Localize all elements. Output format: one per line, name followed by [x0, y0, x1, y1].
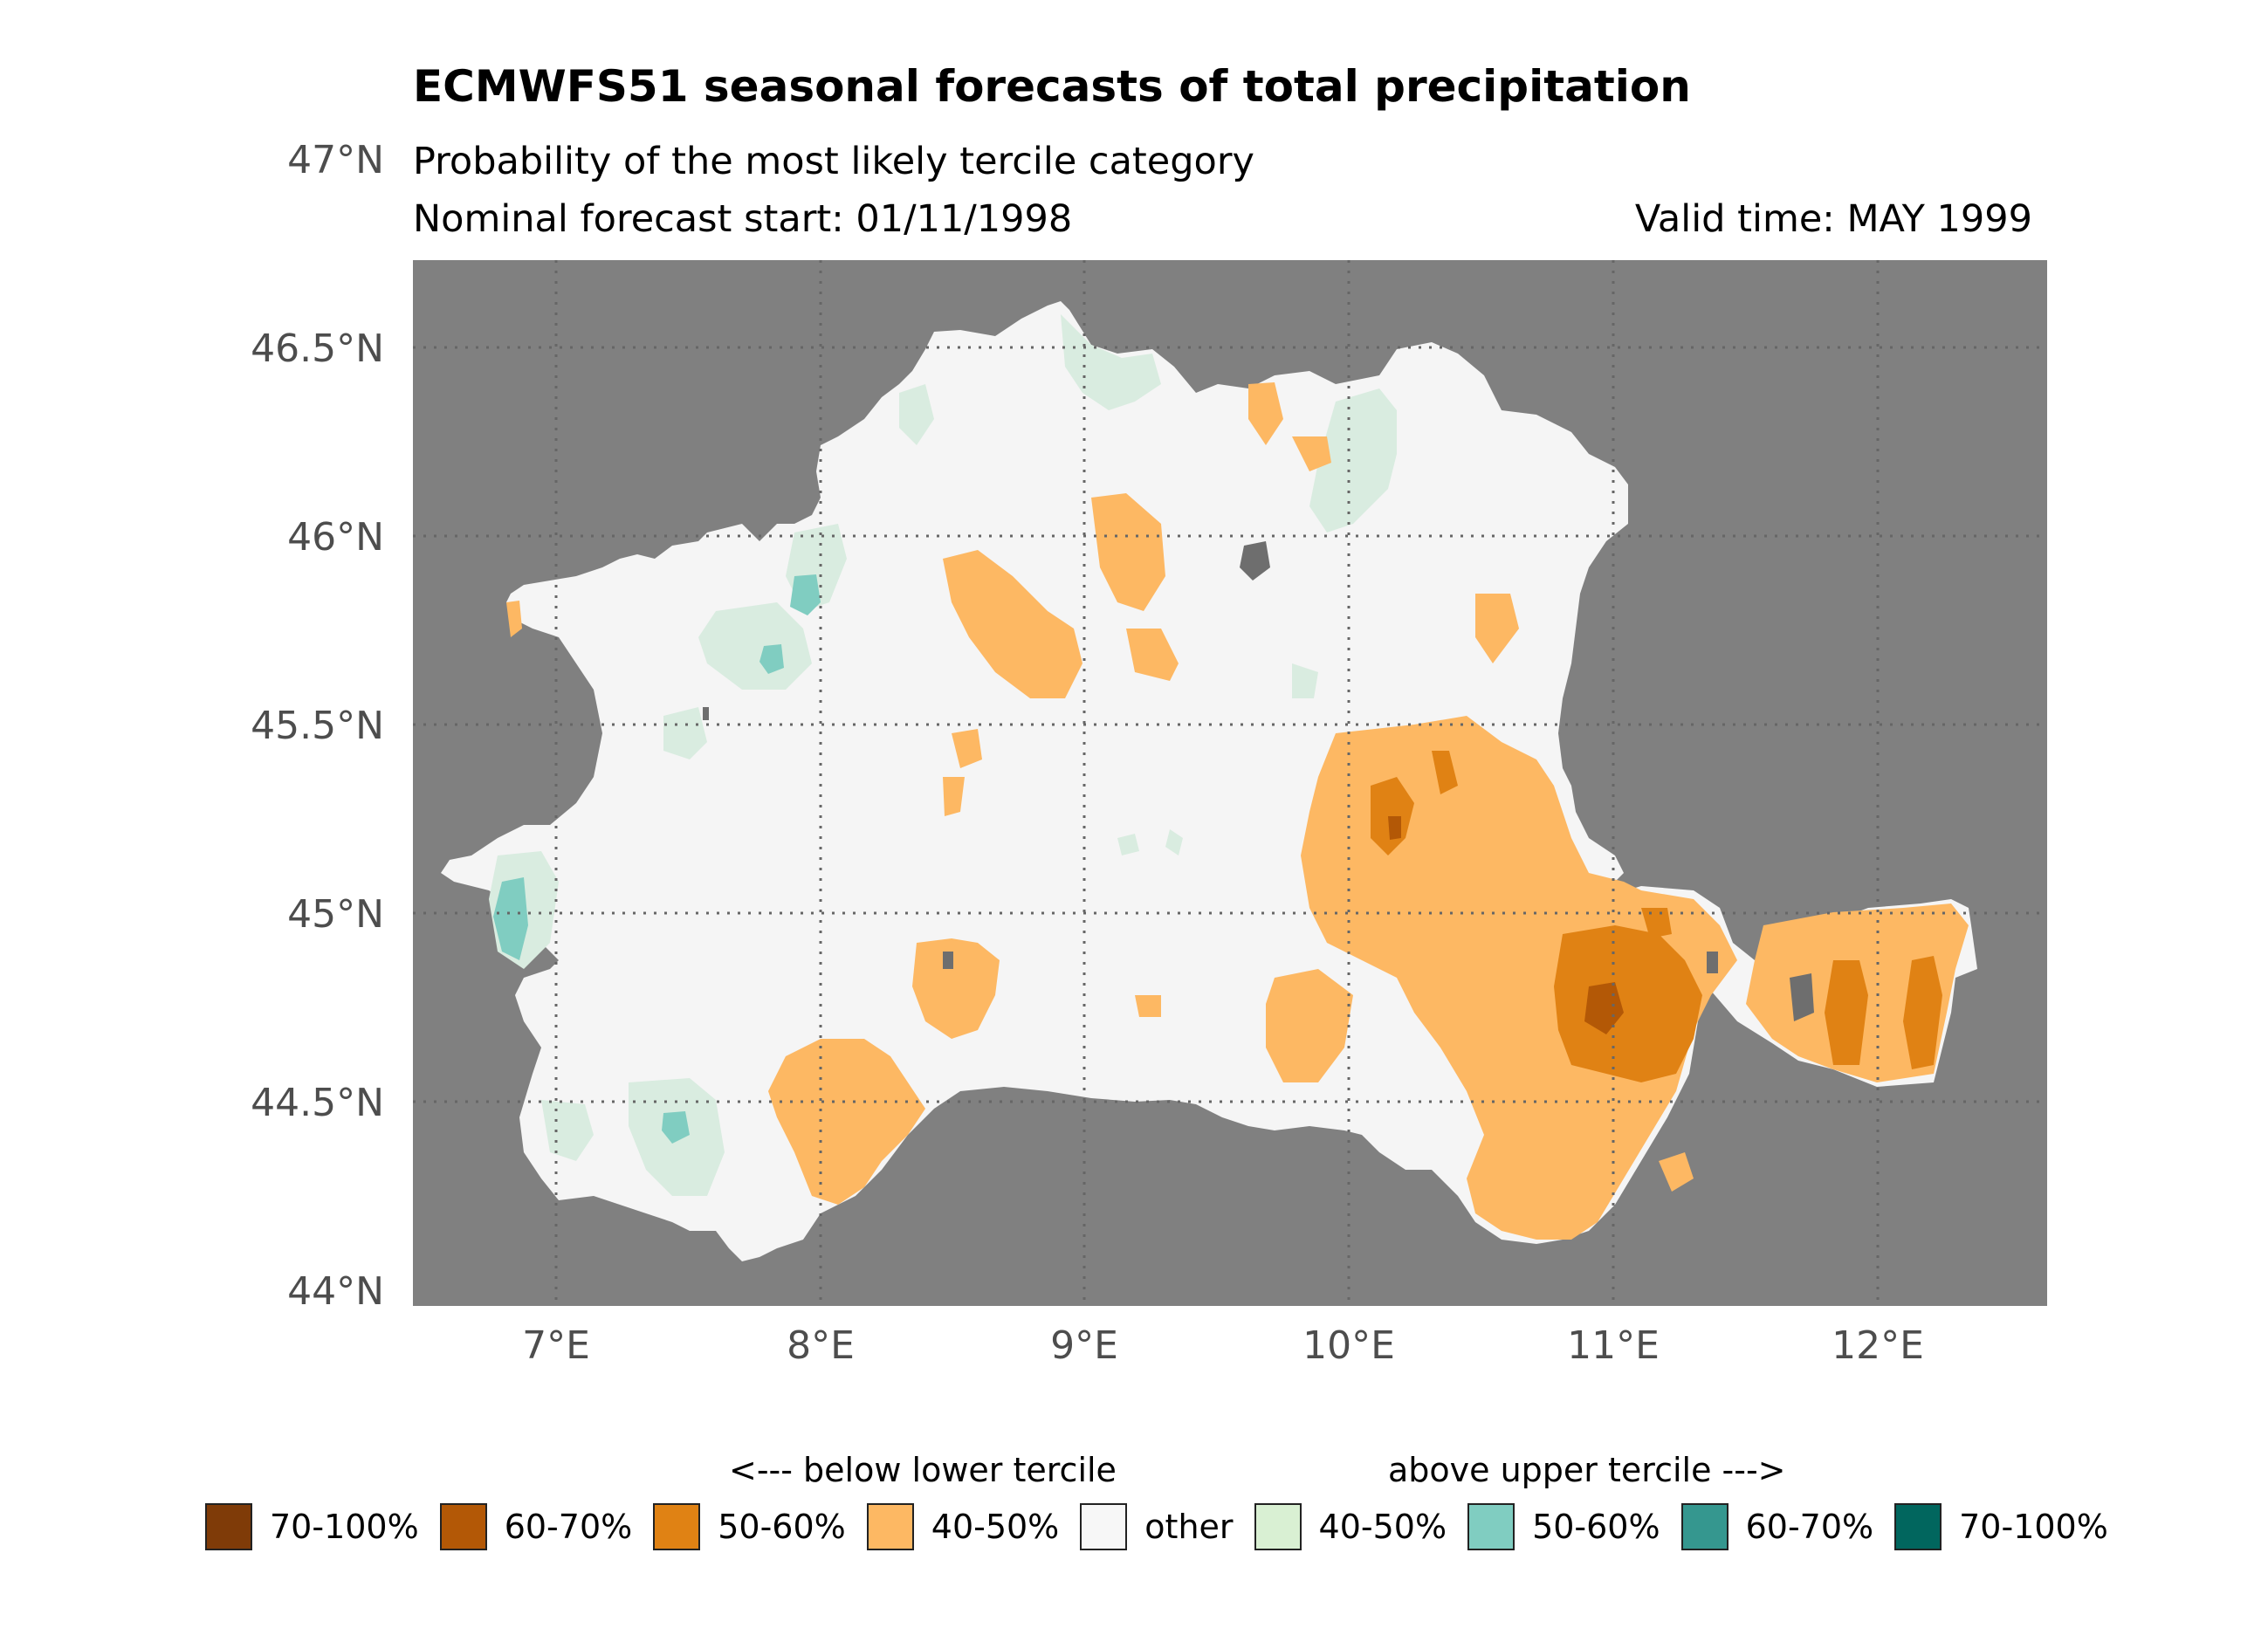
legend-item-below-60-70: 60-70% — [439, 1503, 633, 1550]
legend-below-heading: <--- below lower tercile — [729, 1451, 1117, 1489]
valid-time-label: Valid time: MAY 1999 — [1634, 197, 2032, 241]
masked-cells — [703, 541, 1814, 1021]
x-tick-8e: 8°E — [787, 1323, 855, 1368]
legend-swatch — [439, 1503, 487, 1550]
legend-item-below-40-50: 40-50% — [866, 1503, 1060, 1550]
legend-label: 70-100% — [270, 1508, 419, 1546]
y-tick-47: 47°N — [287, 138, 384, 182]
legend-swatch — [205, 1503, 252, 1550]
legend-item-below-50-60: 50-60% — [653, 1503, 846, 1550]
graticule — [413, 260, 2047, 1306]
legend-item-above-50-60: 50-60% — [1467, 1503, 1660, 1550]
legend-item-below-70-100: 70-100% — [205, 1503, 419, 1550]
legend-item-above-40-50: 40-50% — [1254, 1503, 1447, 1550]
x-tick-11e: 11°E — [1567, 1323, 1660, 1368]
map-subtitle: Probability of the most likely tercile c… — [413, 140, 1254, 183]
legend-label: other — [1144, 1508, 1234, 1546]
above-50-60-areas — [493, 574, 821, 1144]
x-tick-9e: 9°E — [1050, 1323, 1118, 1368]
legend-label: 40-50% — [1318, 1508, 1447, 1546]
x-tick-10e: 10°E — [1302, 1323, 1395, 1368]
legend-swatch — [866, 1503, 914, 1550]
y-tick-45: 45°N — [287, 892, 384, 937]
legend: 70-100% 60-70% 50-60% 40-50% other 40-50… — [205, 1503, 2108, 1550]
legend-label: 60-70% — [1745, 1508, 1874, 1546]
y-tick-44-5: 44.5°N — [251, 1081, 384, 1125]
legend-swatch — [1080, 1503, 1128, 1550]
legend-label: 50-60% — [1532, 1508, 1660, 1546]
legend-above-heading: above upper tercile ---> — [1388, 1451, 1786, 1489]
legend-label: 60-70% — [504, 1508, 633, 1546]
legend-swatch — [653, 1503, 701, 1550]
y-tick-44: 44°N — [287, 1269, 384, 1314]
y-tick-46-5: 46.5°N — [251, 326, 384, 371]
legend-swatch — [1680, 1503, 1728, 1550]
legend-swatch — [1467, 1503, 1515, 1550]
legend-swatch — [1894, 1503, 1942, 1550]
legend-item-other: other — [1080, 1503, 1234, 1550]
map-title: ECMWFS51 seasonal forecasts of total pre… — [413, 61, 1691, 112]
below-50-60-areas — [1371, 751, 1942, 1082]
x-tick-12e: 12°E — [1832, 1323, 1924, 1368]
legend-label: 40-50% — [931, 1508, 1060, 1546]
y-tick-45-5: 45.5°N — [251, 704, 384, 748]
legend-label: 50-60% — [718, 1508, 846, 1546]
legend-label: 70-100% — [1959, 1508, 2108, 1546]
legend-item-above-60-70: 60-70% — [1680, 1503, 1874, 1550]
forecast-start-label: Nominal forecast start: 01/11/1998 — [413, 197, 1073, 241]
legend-swatch — [1254, 1503, 1302, 1550]
legend-item-above-70-100: 70-100% — [1894, 1503, 2108, 1550]
x-tick-7e: 7°E — [522, 1323, 590, 1368]
y-tick-46: 46°N — [287, 515, 384, 560]
